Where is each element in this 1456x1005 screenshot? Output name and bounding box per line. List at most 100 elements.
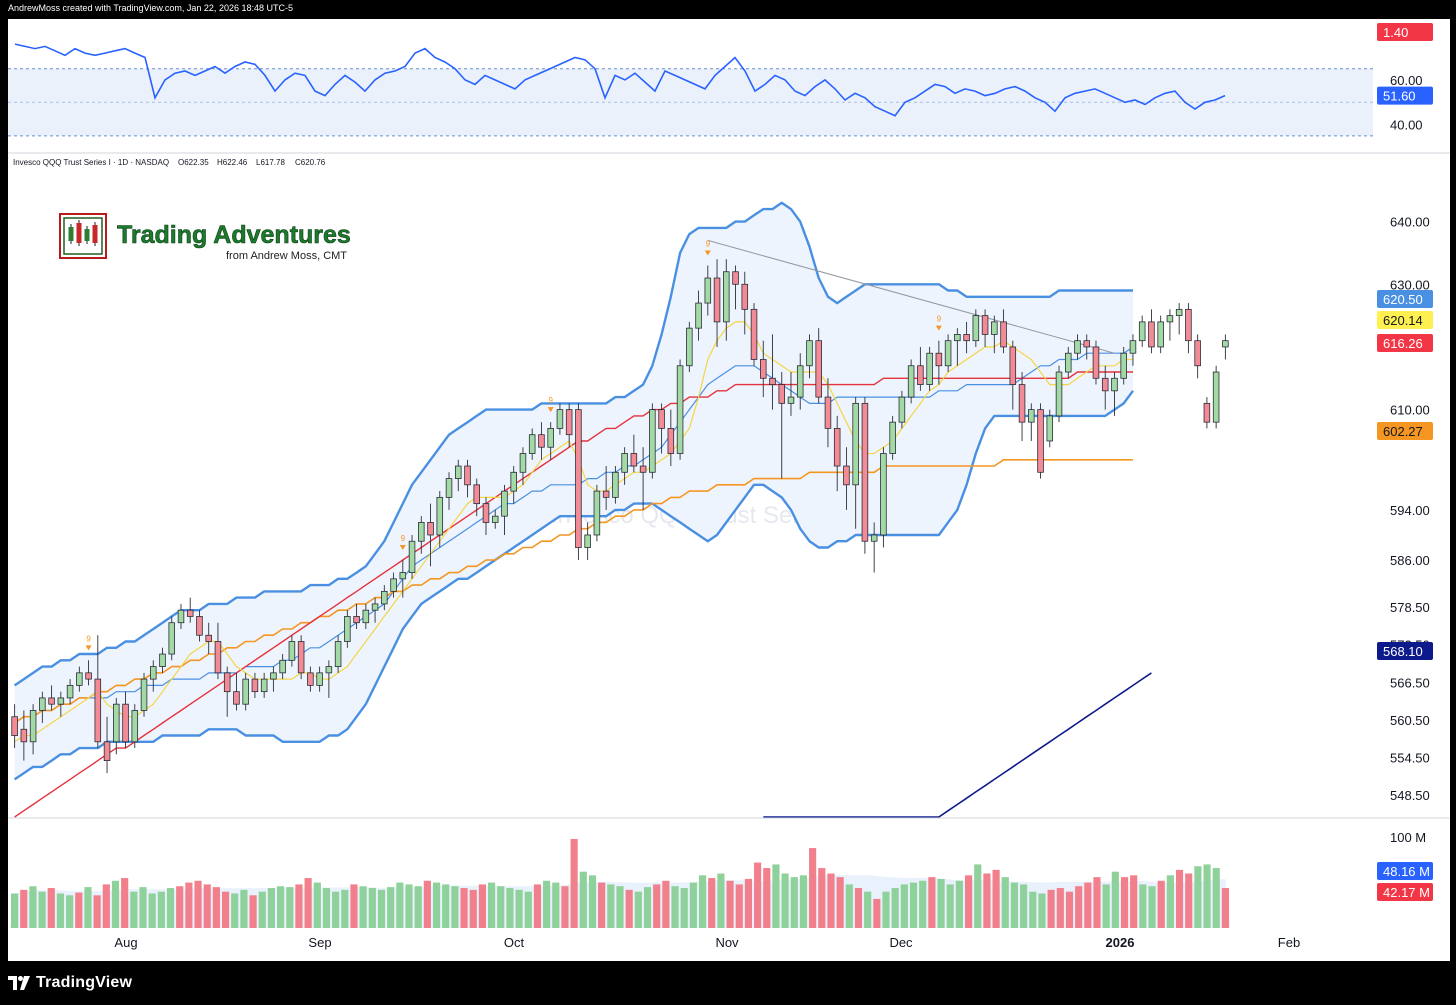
candle bbox=[963, 321, 970, 354]
candle-body bbox=[1055, 371, 1063, 417]
month-label-2026: 2026 bbox=[1106, 935, 1135, 950]
candle-body bbox=[223, 672, 231, 693]
candle bbox=[66, 679, 74, 705]
volume-bar bbox=[377, 889, 386, 928]
candle bbox=[1037, 403, 1044, 479]
volume-bar bbox=[1212, 868, 1220, 928]
candle bbox=[501, 484, 508, 535]
candle bbox=[547, 422, 554, 460]
candle-body bbox=[1148, 321, 1155, 348]
candle bbox=[796, 353, 804, 410]
candle-body bbox=[205, 634, 212, 642]
volume-bar bbox=[267, 888, 276, 928]
candle-body bbox=[260, 678, 268, 693]
candle-body bbox=[833, 428, 841, 467]
candle-body bbox=[769, 377, 776, 385]
volume-bar bbox=[1221, 888, 1229, 928]
td-marker-arrow bbox=[85, 645, 92, 651]
logo-candle-body bbox=[68, 227, 74, 241]
candle-body bbox=[1009, 346, 1017, 385]
candle-body bbox=[778, 384, 786, 404]
candle-body bbox=[445, 478, 453, 498]
candle bbox=[991, 315, 998, 354]
candle bbox=[48, 685, 55, 711]
volume-bar bbox=[506, 888, 514, 928]
rsi-last-tag-bg bbox=[1377, 86, 1433, 105]
month-label-nov: Nov bbox=[715, 935, 739, 950]
candle bbox=[907, 359, 915, 404]
candle-body bbox=[113, 703, 120, 743]
candle bbox=[279, 654, 286, 680]
candle-body bbox=[214, 641, 222, 674]
tradingview-brand: TradingView bbox=[36, 974, 133, 991]
candle-body bbox=[149, 666, 157, 680]
candle bbox=[307, 666, 314, 692]
candle bbox=[242, 672, 249, 711]
candle-body bbox=[57, 697, 65, 705]
candle bbox=[205, 622, 212, 655]
volume-bar bbox=[634, 891, 642, 928]
candle-body bbox=[815, 340, 822, 398]
candle-body bbox=[538, 434, 545, 448]
volume-bar bbox=[286, 887, 294, 928]
candle-body bbox=[454, 465, 462, 479]
candle bbox=[510, 466, 517, 504]
candle-body bbox=[676, 365, 684, 454]
candle bbox=[1203, 397, 1211, 429]
candle bbox=[353, 603, 360, 629]
candle bbox=[1166, 309, 1174, 341]
volume-bar bbox=[1175, 869, 1184, 928]
candle-body bbox=[1092, 346, 1100, 379]
candle-body bbox=[935, 352, 943, 367]
candle bbox=[223, 666, 231, 717]
candle bbox=[196, 610, 203, 642]
volume-bar bbox=[1047, 889, 1055, 928]
candle bbox=[556, 403, 564, 435]
candle bbox=[186, 597, 194, 623]
volume-bar bbox=[176, 886, 184, 928]
tradingview-footer[interactable]: TradingView bbox=[8, 968, 132, 998]
candle bbox=[750, 303, 758, 366]
candle bbox=[1129, 334, 1137, 366]
candle-body bbox=[20, 728, 28, 743]
candle bbox=[1111, 372, 1118, 416]
volume-bar bbox=[66, 895, 74, 928]
volume-bar bbox=[1084, 882, 1092, 928]
candle bbox=[972, 309, 980, 347]
volume-bar bbox=[478, 884, 486, 928]
candle-body bbox=[159, 653, 166, 667]
bollinger-fill bbox=[14, 202, 1134, 780]
candle bbox=[57, 691, 65, 717]
rsi-last-tag: 51.60 bbox=[1377, 86, 1433, 105]
candle-body bbox=[639, 465, 647, 473]
candle bbox=[20, 710, 28, 761]
volume-tag-avg-text: 48.16 M bbox=[1383, 864, 1430, 879]
candle-body bbox=[649, 409, 656, 473]
candle-body bbox=[898, 396, 906, 423]
td-marker-label: 9 bbox=[937, 315, 942, 324]
volume-bar bbox=[469, 889, 477, 928]
volume-bar bbox=[368, 888, 376, 928]
candle-body bbox=[408, 540, 416, 573]
rsi-tick-label: 40.00 bbox=[1390, 118, 1423, 133]
candle bbox=[833, 415, 841, 492]
candle-body bbox=[547, 428, 554, 448]
candle bbox=[870, 522, 878, 573]
candle bbox=[1148, 309, 1155, 354]
volume-bar bbox=[148, 893, 156, 928]
candle bbox=[861, 397, 869, 554]
price-tick-label: 586.00 bbox=[1390, 553, 1430, 568]
candle bbox=[140, 672, 148, 717]
candle bbox=[843, 447, 850, 510]
candle-body bbox=[787, 396, 795, 404]
volume-bar bbox=[1020, 884, 1028, 928]
candle-body bbox=[1222, 340, 1229, 348]
candle bbox=[1064, 346, 1072, 379]
volume-bar bbox=[249, 895, 257, 928]
candle-body bbox=[353, 616, 360, 624]
month-label-aug: Aug bbox=[114, 935, 137, 950]
price-tag-ema-fast-text: 620.14 bbox=[1383, 313, 1423, 328]
